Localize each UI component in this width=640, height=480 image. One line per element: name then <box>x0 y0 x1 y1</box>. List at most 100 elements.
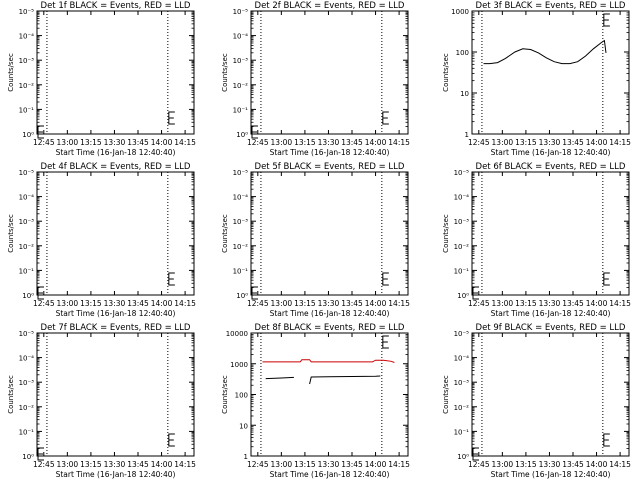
x-tick-label: 13:45 <box>562 299 584 308</box>
y-tick-label: 10⁰ <box>22 131 34 139</box>
detector-panel: Det 5f BLACK = Events, RED = LLD Counts/s… <box>221 162 410 318</box>
y-tick-label: 10⁰ <box>457 292 469 300</box>
y-tick-label: 10⁻⁴ <box>19 33 35 41</box>
y-axis-label: Counts/sec <box>7 214 15 253</box>
y-tick-label: 10⁰ <box>236 292 248 300</box>
event-marker <box>603 433 610 447</box>
event-marker <box>603 13 610 27</box>
y-tick-label: 10⁻¹ <box>454 428 470 436</box>
y-tick-label: 10⁻⁵ <box>233 169 249 177</box>
y-tick-label: 1 <box>244 453 248 461</box>
y-tick-label: 10⁰ <box>457 453 469 461</box>
x-tick-label: 13:15 <box>80 138 102 147</box>
event-marker <box>603 272 610 286</box>
y-tick-label: 100 <box>235 392 248 400</box>
detector-panel: Det 6f BLACK = Events, RED = LLD Counts/s… <box>442 162 631 318</box>
data-series-line <box>483 39 607 65</box>
x-tick-label: 14:15 <box>174 138 196 147</box>
y-axis-label: Counts/sec <box>442 214 450 253</box>
x-tick-label: 14:15 <box>174 299 196 308</box>
x-axis-label: Start Time (16-Jan-18 12:40:40) <box>491 309 611 318</box>
plot-frame <box>250 10 409 135</box>
x-tick-label: 13:15 <box>294 460 316 469</box>
y-tick-label: 10⁻³ <box>454 379 470 387</box>
x-tick-label: 14:00 <box>365 299 387 308</box>
detector-panel: Det 7f BLACK = Events, RED = LLD Counts/s… <box>7 323 196 479</box>
x-tick-label: 13:15 <box>515 460 537 469</box>
panel-title: Det 3f BLACK = Events, RED = LLD <box>476 1 626 11</box>
x-tick-label: 13:00 <box>271 299 293 308</box>
x-tick-label: 13:30 <box>318 460 340 469</box>
event-marker <box>382 272 389 286</box>
data-series-line <box>262 359 395 363</box>
x-tick-label: 14:00 <box>586 299 608 308</box>
y-tick-label: 10⁻² <box>233 82 249 90</box>
event-marker <box>168 433 175 447</box>
data-series-line <box>309 375 381 385</box>
data-series-line <box>265 376 294 380</box>
detector-panel: Det 2f BLACK = Events, RED = LLD Counts/s… <box>221 1 410 157</box>
y-axis-label: Counts/sec <box>7 53 15 92</box>
x-tick-label: 13:30 <box>104 299 126 308</box>
plot-frame <box>250 332 409 457</box>
x-axis-label: Start Time (16-Jan-18 12:40:40) <box>491 470 611 479</box>
y-tick-label: 10000 <box>226 330 248 338</box>
y-tick-label: 10⁻⁴ <box>233 33 249 41</box>
y-axis-label: Counts/sec <box>442 375 450 414</box>
x-tick-label: 14:15 <box>609 460 631 469</box>
y-tick-label: 10 <box>460 90 469 98</box>
detector-panel: Det 1f BLACK = Events, RED = LLD Counts/s… <box>7 1 196 157</box>
y-tick-label: 10⁻² <box>454 404 470 412</box>
y-axis-label: Counts/sec <box>221 53 229 92</box>
y-tick-label: 10⁻² <box>233 243 249 251</box>
plot-frame <box>471 332 630 457</box>
y-tick-label: 10⁻¹ <box>233 106 249 114</box>
x-tick-label: 13:30 <box>539 299 561 308</box>
y-tick-label: 10⁻² <box>19 243 35 251</box>
x-tick-label: 13:15 <box>515 138 537 147</box>
x-tick-label: 12:45 <box>247 460 269 469</box>
y-axis-label: Counts/sec <box>442 53 450 92</box>
x-tick-label: 13:00 <box>271 460 293 469</box>
y-tick-label: 1000 <box>451 8 469 16</box>
y-tick-label: 10⁻⁴ <box>454 194 470 202</box>
y-tick-label: 10⁻¹ <box>19 106 35 114</box>
x-axis-label: Start Time (16-Jan-18 12:40:40) <box>491 148 611 157</box>
x-tick-label: 12:45 <box>33 460 55 469</box>
x-tick-label: 13:15 <box>515 299 537 308</box>
event-marker <box>37 125 44 139</box>
x-tick-label: 14:15 <box>609 299 631 308</box>
y-tick-label: 10⁰ <box>236 131 248 139</box>
y-axis-label: Counts/sec <box>7 375 15 414</box>
plot-frame <box>36 10 195 135</box>
x-axis-label: Start Time (16-Jan-18 12:40:40) <box>56 470 176 479</box>
event-marker <box>382 335 389 349</box>
x-tick-label: 14:00 <box>151 460 173 469</box>
x-tick-label: 13:30 <box>104 460 126 469</box>
y-tick-label: 10⁻¹ <box>233 267 249 275</box>
event-marker <box>251 125 258 139</box>
y-tick-label: 10⁻¹ <box>19 267 35 275</box>
event-marker <box>382 111 389 125</box>
y-tick-label: 10⁻¹ <box>19 428 35 436</box>
x-tick-label: 14:15 <box>609 138 631 147</box>
x-tick-label: 13:45 <box>341 138 363 147</box>
y-tick-label: 10⁻⁴ <box>233 194 249 202</box>
y-tick-label: 10 <box>239 422 248 430</box>
plot-frame <box>471 171 630 296</box>
plot-frame <box>471 10 630 135</box>
y-tick-label: 10⁻³ <box>233 218 249 226</box>
x-tick-label: 12:45 <box>468 460 490 469</box>
x-tick-label: 12:45 <box>33 138 55 147</box>
x-tick-label: 13:30 <box>318 138 340 147</box>
x-tick-label: 14:00 <box>365 138 387 147</box>
panel-title: Det 4f BLACK = Events, RED = LLD <box>41 162 191 172</box>
x-axis-label: Start Time (16-Jan-18 12:40:40) <box>270 309 390 318</box>
y-tick-label: 100 <box>456 49 469 57</box>
x-tick-label: 13:45 <box>562 138 584 147</box>
event-marker <box>251 286 258 300</box>
x-tick-label: 13:15 <box>80 299 102 308</box>
y-tick-label: 10⁻⁵ <box>233 8 249 16</box>
y-tick-label: 10⁻⁵ <box>19 169 35 177</box>
